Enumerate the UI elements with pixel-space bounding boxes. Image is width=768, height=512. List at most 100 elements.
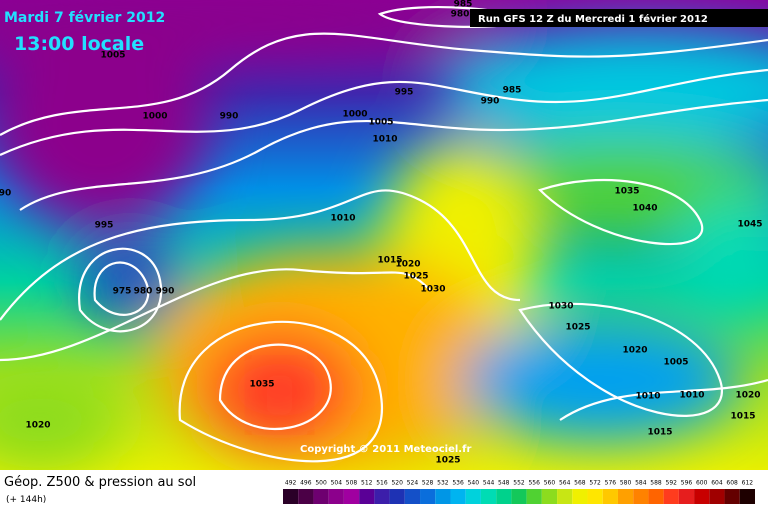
field [0,0,768,470]
scale-swatch [602,489,618,504]
isobar-label: 995 [395,88,414,98]
legend-title: Géop. Z500 & pression au sol [4,475,196,490]
isobar-label: 1025 [403,272,428,282]
isobar-label: 995 [95,221,114,231]
isobar-label: 1040 [632,204,657,214]
scale-swatch [404,489,421,504]
isobar-label: 1035 [249,380,274,390]
scale-label: 524 [407,480,419,487]
isobar-label: 1015 [647,428,672,438]
scale-label: 612 [742,480,754,487]
scale-swatch [389,489,405,504]
scale-label: 508 [346,480,358,487]
scale-label: 568 [574,480,586,487]
scale-swatch [526,489,542,504]
scale-label: 540 [468,480,480,487]
scale-label: 596 [681,480,693,487]
isobar-label: 990 [220,112,239,122]
isobar-label: 90 [0,189,11,199]
scale-label: 520 [391,480,403,487]
isobar-label: 1000 [342,110,367,120]
scale-swatch [648,489,664,504]
scale-label: 572 [589,480,601,487]
scale-label: 500 [315,480,327,487]
isobar-label: 1015 [377,256,402,266]
scale-label: 564 [559,480,571,487]
scale-label: 608 [726,480,738,487]
isobar-label: 1045 [737,220,762,230]
scale-swatch [496,489,512,504]
scale-swatch [678,489,695,504]
scale-label: 512 [361,480,373,487]
scale-label: 516 [376,480,388,487]
isobar-label: 1015 [730,412,755,422]
isobar-label: 1020 [25,421,50,431]
isobars [0,6,768,463]
isobar-label: 1025 [435,456,460,466]
scale-label: 548 [498,480,510,487]
scale-label: 532 [437,480,449,487]
scale-label: 536 [452,480,464,487]
time-label: 13:00 locale [14,33,144,55]
isobar-label: 990 [156,287,175,297]
scale-label: 588 [650,480,662,487]
scale-swatch [450,489,466,504]
scale-swatch [572,489,588,504]
isobar-label: 1030 [420,285,445,295]
scale-label: 556 [528,480,540,487]
run-box [470,9,768,27]
scale-swatch [435,489,451,504]
scale-swatch [298,489,314,504]
isobar-label: 1010 [372,135,397,145]
scale-swatch [420,489,436,504]
scale-swatch [541,489,558,504]
isobar-label: 1010 [330,214,355,224]
isobar-label: 1020 [395,260,420,270]
scale-swatch [465,489,481,504]
scale-swatch [374,489,390,504]
scale-swatch [739,489,755,504]
isobar-label: 990 [481,97,500,107]
scale-label: 600 [696,480,708,487]
scale-label: 544 [483,480,495,487]
isobar-label: 985 [454,0,473,10]
isobar-label: 1005 [663,358,688,368]
run-label: Run GFS 12 Z du Mercredi 1 février 2012 [478,13,708,25]
scale-swatch [359,489,375,504]
scale-swatch [724,489,740,504]
isobar-label: 980 [451,10,470,20]
scale-swatch [480,489,497,504]
scale-swatch [557,489,573,504]
scale-label: 528 [422,480,434,487]
isobar-label: 1035 [614,187,639,197]
scale-label: 560 [544,480,556,487]
date-label: Mardi 7 février 2012 [4,10,165,26]
scale-swatch [663,489,679,504]
scale-label: 496 [300,480,312,487]
isobar-label: 1000 [142,112,167,122]
isobar-label: 1020 [622,346,647,356]
isobar-label: 1010 [679,391,704,401]
isobar-label: 1005 [100,51,125,61]
scale-swatch [617,489,634,504]
isobar-label: 975 [113,287,132,297]
scale-label: 592 [666,480,678,487]
scale-swatch [633,489,649,504]
scale-label: 492 [285,480,297,487]
isobar-label: 985 [503,86,522,96]
legend-lead: (+ 144h) [6,495,46,505]
scale-swatch [343,489,360,504]
isobar-label: 1030 [548,302,573,312]
scale-label: 576 [605,480,617,487]
scale-swatch [313,489,329,504]
scale-label: 604 [711,480,723,487]
scale-label: 584 [635,480,647,487]
copyright: Copyright © 2011 Meteociel.fr [300,444,471,455]
scale-swatch [283,489,299,504]
isobar-label: 1010 [635,392,660,402]
scale-label: 504 [331,480,343,487]
scale-swatch [587,489,603,504]
scale-swatch [511,489,527,504]
